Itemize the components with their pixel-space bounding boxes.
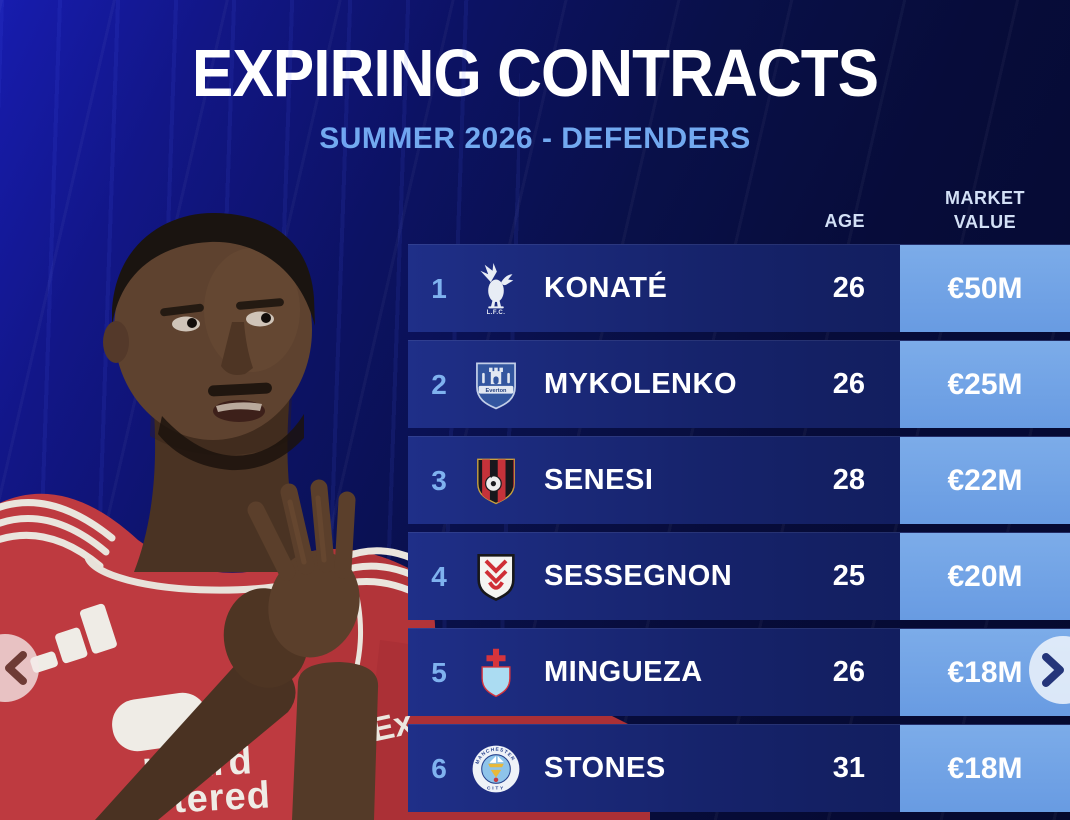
market-value-cell: €20M [900, 533, 1070, 620]
contracts-table: 1 KONATÉ 26 €50M 2 MYKOLENKO 26 €25M 3 S… [408, 244, 1070, 820]
market-value-cell: €50M [900, 245, 1070, 332]
market-value-cell: €18M [900, 725, 1070, 812]
age-cell: 25 [832, 560, 865, 592]
table-row: 1 KONATÉ 26 €50M [408, 244, 1070, 332]
age-cell: 26 [832, 656, 865, 688]
player-name-cell: KONATÉ [544, 272, 668, 304]
player-name-cell: MINGUEZA [544, 656, 703, 688]
rank-cell: 4 [431, 560, 447, 592]
chevron-left-icon [5, 651, 27, 685]
age-cell: 28 [832, 464, 865, 496]
liverpool-badge-icon [470, 261, 522, 317]
age-cell: 26 [832, 368, 865, 400]
table-row: 6 STONES 31 €18M [408, 724, 1070, 812]
mancity-badge-icon [470, 741, 522, 797]
page-subtitle: SUMMER 2026 - DEFENDERS [319, 122, 751, 155]
rank-cell: 5 [431, 656, 447, 688]
everton-badge-icon [470, 357, 522, 413]
player-name-cell: SENESI [544, 464, 654, 496]
chevron-right-icon [1042, 653, 1064, 687]
celta-badge-icon [470, 645, 522, 701]
table-row: 2 MYKOLENKO 26 €25M [408, 340, 1070, 428]
market-value-column-header: MARKET VALUE [945, 188, 1025, 232]
age-column-header: AGE [824, 211, 865, 231]
rank-cell: 6 [431, 752, 447, 784]
player-name-cell: MYKOLENKO [544, 368, 737, 400]
bournemouth-badge-icon [470, 453, 522, 509]
fulham-badge-icon [470, 549, 522, 605]
table-row: 3 SENESI 28 €22M [408, 436, 1070, 524]
age-cell: 26 [832, 272, 865, 304]
age-cell: 31 [832, 752, 865, 784]
page-title: EXPIRING CONTRACTS [191, 35, 879, 111]
table-row: 4 SESSEGNON 25 €20M [408, 532, 1070, 620]
table-row: 5 MINGUEZA 26 €18M [408, 628, 1070, 716]
player-name-cell: STONES [544, 752, 666, 784]
market-value-cell: €22M [900, 437, 1070, 524]
rank-cell: 2 [431, 368, 447, 400]
rank-cell: 1 [431, 272, 447, 304]
market-value-cell: €25M [900, 341, 1070, 428]
table-column-headers: AGE MARKET VALUE [408, 178, 1070, 236]
rank-cell: 3 [431, 464, 447, 496]
player-name-cell: SESSEGNON [544, 560, 733, 592]
